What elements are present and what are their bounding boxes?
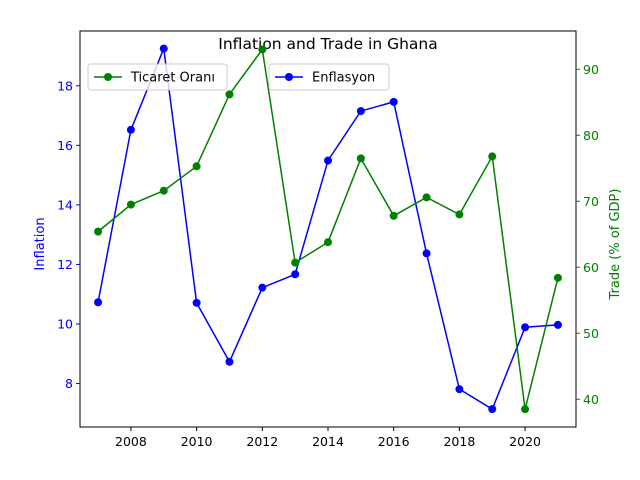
inflation-data-point: [422, 249, 431, 258]
trade-data-point: [192, 162, 201, 171]
trade-data-point: [324, 238, 332, 247]
inflation-data-point: [324, 156, 332, 165]
right-y-tick-label: 60: [583, 260, 599, 275]
inflation-data-point: [356, 107, 365, 116]
left-y-tick-label: 8: [65, 376, 73, 391]
x-tick-label: 2014: [312, 434, 344, 449]
legend-box-inflation: [268, 63, 390, 91]
trade-data-point: [258, 45, 267, 54]
left-y-tick-label: 16: [57, 138, 73, 153]
inflation-data-point: [192, 298, 201, 307]
x-tick-label: 2012: [246, 434, 278, 449]
x-tick-label: 2020: [509, 434, 541, 449]
inflation-data-point: [225, 357, 234, 366]
left-y-tick-label: 18: [57, 78, 73, 93]
inflation-data-point: [291, 270, 300, 279]
right-y-tick-label: 70: [583, 194, 599, 209]
right-y-tick-label: 40: [583, 392, 599, 407]
trade-data-point: [455, 210, 464, 219]
inflation-data-point: [258, 283, 267, 292]
trade-data-point: [521, 405, 530, 414]
trade-data-point: [389, 211, 398, 220]
inflation-data-point: [553, 320, 562, 329]
trade-data-point: [488, 152, 497, 161]
trade-series-line: [97, 47, 559, 410]
left-axis-title: Inflation: [33, 217, 48, 270]
trade-data-point: [422, 193, 431, 202]
right-y-tick-label: 90: [583, 62, 599, 77]
inflation-data-point: [126, 125, 135, 134]
trade-data-point: [225, 90, 234, 99]
legend-box-trade: [87, 63, 228, 91]
x-tick-label: 2016: [378, 434, 410, 449]
left-y-tick-label: 12: [57, 257, 73, 272]
inflation-data-point: [159, 44, 168, 53]
trade-data-point: [94, 227, 103, 236]
right-y-tick-label: 50: [583, 326, 599, 341]
chart-title: Inflation and Trade in Ghana: [218, 35, 437, 53]
inflation-data-point: [389, 97, 398, 106]
inflation-data-point: [94, 298, 103, 307]
right-axis-title: Trade (% of GDP): [608, 189, 623, 301]
inflation-data-point: [521, 323, 530, 332]
inflation-series-line: [97, 45, 558, 411]
trade-data-point: [356, 154, 365, 163]
inflation-data-point: [455, 385, 464, 394]
trade-data-point: [291, 258, 300, 267]
inflation-data-point: [488, 405, 497, 414]
left-y-tick-label: 10: [57, 316, 73, 331]
trade-data-point: [553, 273, 562, 282]
right-y-tick-label: 80: [583, 128, 599, 143]
legend-marker-inflation: [285, 73, 293, 81]
trade-data-point: [126, 200, 135, 209]
x-tick-label: 2008: [115, 434, 147, 449]
left-y-tick-label: 14: [57, 197, 73, 212]
legend-marker-trade: [104, 73, 112, 81]
legend-label-trade: Ticaret Oranı: [130, 71, 215, 86]
x-tick-label: 2018: [443, 434, 475, 449]
trade-data-point: [159, 186, 168, 195]
x-tick-label: 2010: [181, 434, 213, 449]
legend-label-inflation: Enflasyon: [312, 71, 375, 86]
